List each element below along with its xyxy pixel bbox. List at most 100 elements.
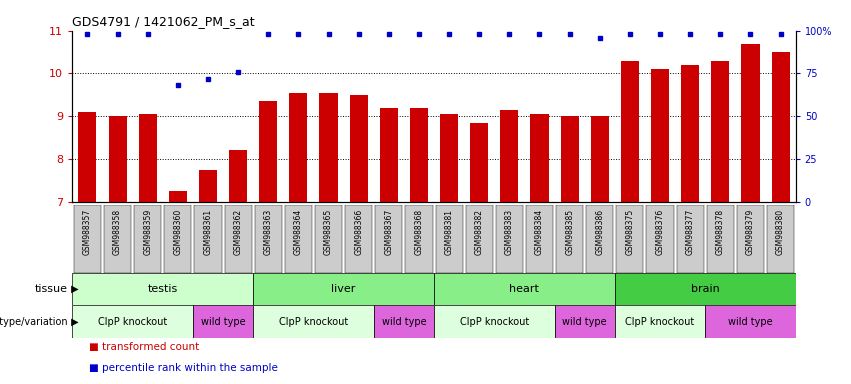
Text: wild type: wild type — [201, 316, 245, 327]
Text: ClpP knockout: ClpP knockout — [460, 316, 529, 327]
FancyBboxPatch shape — [737, 205, 764, 273]
FancyBboxPatch shape — [434, 273, 614, 305]
Text: GSM988384: GSM988384 — [535, 209, 544, 255]
Bar — [772, 52, 790, 202]
Text: GSM988377: GSM988377 — [686, 209, 694, 255]
FancyBboxPatch shape — [164, 205, 191, 273]
FancyBboxPatch shape — [586, 205, 614, 273]
Text: ■ transformed count: ■ transformed count — [89, 342, 200, 352]
Text: wild type: wild type — [381, 316, 426, 327]
FancyBboxPatch shape — [526, 205, 553, 273]
Text: GSM988363: GSM988363 — [264, 209, 272, 255]
Bar — [319, 93, 338, 202]
Text: GSM988376: GSM988376 — [655, 209, 665, 255]
FancyBboxPatch shape — [556, 205, 583, 273]
Text: GSM988385: GSM988385 — [565, 209, 574, 255]
FancyBboxPatch shape — [193, 305, 254, 338]
FancyBboxPatch shape — [74, 205, 101, 273]
Bar — [500, 110, 518, 202]
Bar — [260, 101, 277, 202]
FancyBboxPatch shape — [434, 305, 555, 338]
FancyBboxPatch shape — [346, 205, 372, 273]
FancyBboxPatch shape — [72, 273, 254, 305]
Text: ■ percentile rank within the sample: ■ percentile rank within the sample — [89, 363, 278, 373]
Text: GSM988362: GSM988362 — [234, 209, 243, 255]
Bar — [380, 108, 397, 202]
Text: liver: liver — [331, 284, 356, 294]
Text: GSM988361: GSM988361 — [203, 209, 213, 255]
Text: GSM988360: GSM988360 — [174, 209, 182, 255]
FancyBboxPatch shape — [254, 305, 374, 338]
Text: GSM988359: GSM988359 — [143, 209, 152, 255]
Text: GSM988378: GSM988378 — [716, 209, 725, 255]
Bar — [741, 43, 759, 202]
Bar — [168, 191, 187, 202]
Text: wild type: wild type — [563, 316, 607, 327]
Text: GSM988365: GSM988365 — [324, 209, 333, 255]
Text: tissue: tissue — [35, 284, 68, 294]
Bar — [78, 112, 96, 202]
Text: genotype/variation: genotype/variation — [0, 316, 68, 327]
Text: GSM988379: GSM988379 — [746, 209, 755, 255]
FancyBboxPatch shape — [405, 205, 432, 273]
FancyBboxPatch shape — [616, 205, 643, 273]
FancyBboxPatch shape — [465, 205, 493, 273]
Text: GSM988383: GSM988383 — [505, 209, 514, 255]
FancyBboxPatch shape — [707, 205, 734, 273]
Text: GSM988381: GSM988381 — [444, 209, 454, 255]
FancyBboxPatch shape — [254, 273, 434, 305]
Text: ▶: ▶ — [68, 316, 78, 327]
Text: ClpP knockout: ClpP knockout — [279, 316, 348, 327]
Bar — [621, 61, 639, 202]
FancyBboxPatch shape — [285, 205, 312, 273]
FancyBboxPatch shape — [104, 205, 131, 273]
Bar — [289, 93, 307, 202]
Text: ClpP knockout: ClpP knockout — [98, 316, 168, 327]
Text: brain: brain — [691, 284, 720, 294]
FancyBboxPatch shape — [374, 305, 434, 338]
Bar — [350, 95, 368, 202]
FancyBboxPatch shape — [614, 305, 705, 338]
Bar — [711, 61, 729, 202]
FancyBboxPatch shape — [767, 205, 794, 273]
Text: ClpP knockout: ClpP knockout — [625, 316, 694, 327]
FancyBboxPatch shape — [647, 205, 674, 273]
FancyBboxPatch shape — [677, 205, 704, 273]
Text: GSM988357: GSM988357 — [83, 209, 92, 255]
Text: GSM988358: GSM988358 — [113, 209, 122, 255]
Text: GSM988386: GSM988386 — [596, 209, 604, 255]
FancyBboxPatch shape — [134, 205, 161, 273]
Text: ▶: ▶ — [68, 284, 78, 294]
FancyBboxPatch shape — [194, 205, 221, 273]
Text: heart: heart — [510, 284, 540, 294]
Bar — [410, 108, 428, 202]
Text: GDS4791 / 1421062_PM_s_at: GDS4791 / 1421062_PM_s_at — [72, 15, 255, 28]
Bar — [651, 69, 669, 202]
Text: GSM988368: GSM988368 — [414, 209, 424, 255]
Bar — [591, 116, 608, 202]
Bar — [229, 151, 247, 202]
Text: GSM988375: GSM988375 — [625, 209, 634, 255]
FancyBboxPatch shape — [254, 205, 282, 273]
Bar — [199, 170, 217, 202]
Bar — [109, 116, 127, 202]
Bar — [561, 116, 579, 202]
FancyBboxPatch shape — [555, 305, 614, 338]
Text: wild type: wild type — [728, 316, 773, 327]
FancyBboxPatch shape — [436, 205, 463, 273]
Text: GSM988364: GSM988364 — [294, 209, 303, 255]
Bar — [139, 114, 157, 202]
Bar — [470, 122, 488, 202]
FancyBboxPatch shape — [496, 205, 523, 273]
Text: GSM988380: GSM988380 — [776, 209, 785, 255]
Text: GSM988367: GSM988367 — [385, 209, 393, 255]
Bar — [681, 65, 700, 202]
FancyBboxPatch shape — [705, 305, 796, 338]
Text: GSM988366: GSM988366 — [354, 209, 363, 255]
FancyBboxPatch shape — [375, 205, 403, 273]
FancyBboxPatch shape — [225, 205, 252, 273]
Bar — [530, 114, 549, 202]
Bar — [440, 114, 458, 202]
Text: testis: testis — [147, 284, 178, 294]
FancyBboxPatch shape — [72, 305, 193, 338]
